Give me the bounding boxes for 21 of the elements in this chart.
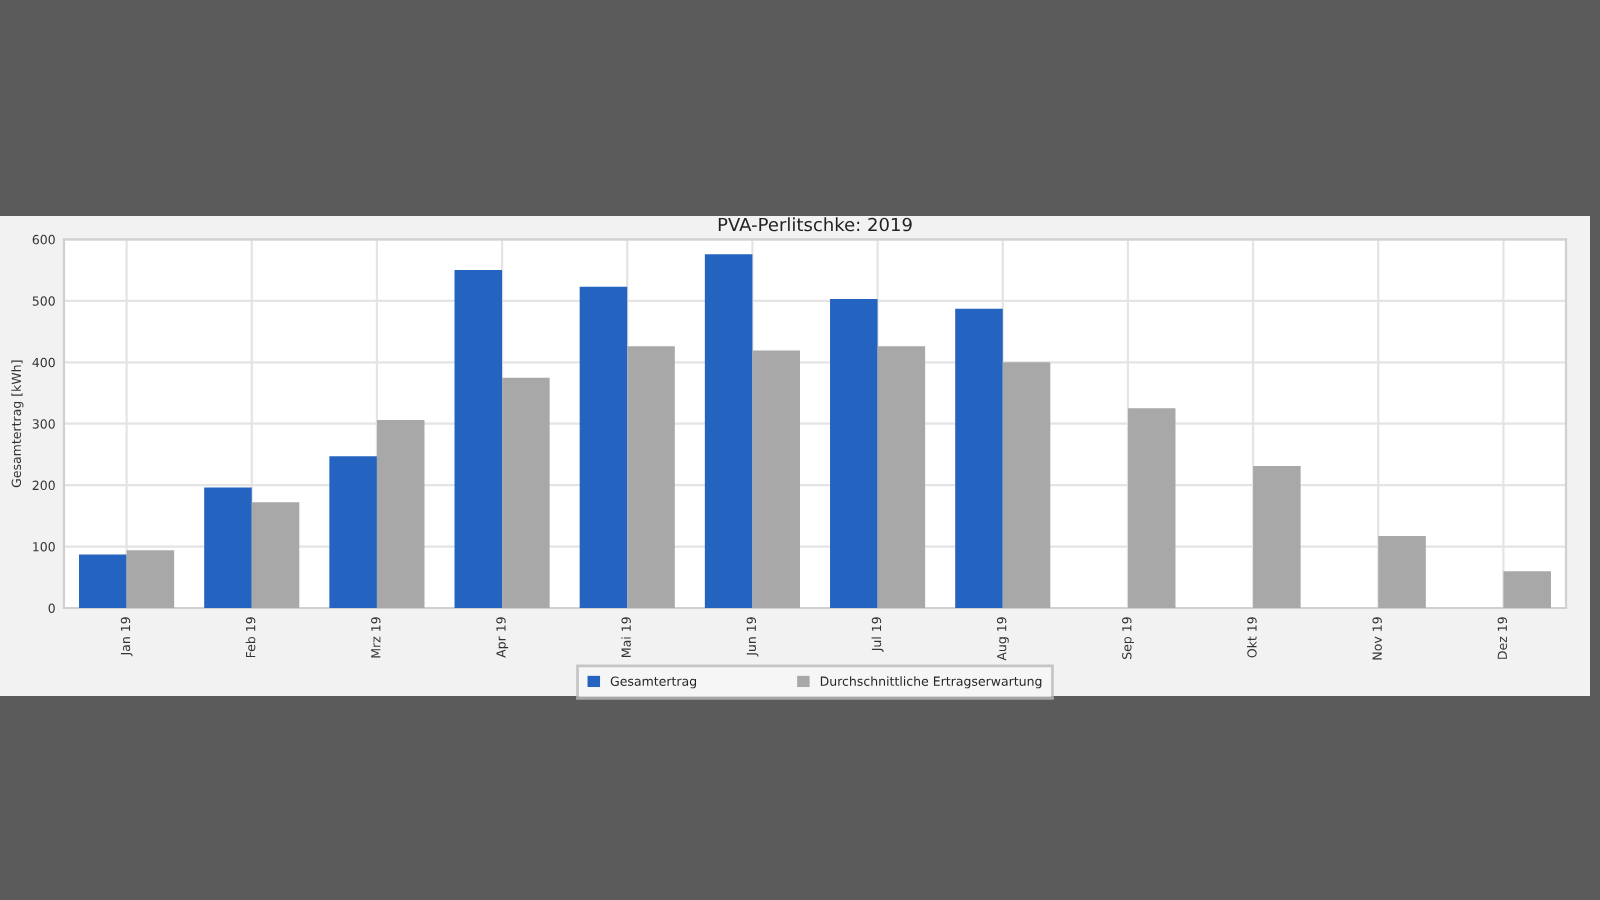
- chart-title: PVA-Perlitschke: 2019: [718, 217, 912, 232]
- bar: [454, 270, 503, 608]
- bar: [1503, 571, 1551, 608]
- bar: [1127, 408, 1176, 608]
- bar: [502, 377, 550, 608]
- bar: [579, 286, 628, 608]
- bar: [627, 346, 675, 608]
- bar: [204, 487, 252, 608]
- bar: [704, 254, 753, 608]
- bar: [752, 350, 800, 608]
- bar: [877, 346, 926, 608]
- bar: [1378, 536, 1426, 608]
- bar: [830, 298, 878, 608]
- bar: [329, 456, 377, 608]
- bar: [126, 550, 175, 608]
- bar: [251, 502, 300, 608]
- bar: [1002, 362, 1051, 608]
- bar: [1253, 466, 1301, 608]
- bar: [955, 308, 1003, 608]
- bar: [79, 554, 127, 608]
- bar: [376, 420, 425, 608]
